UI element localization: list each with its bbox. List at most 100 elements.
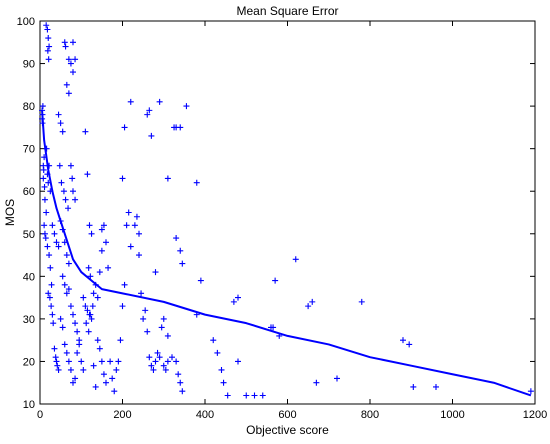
scatter-point <box>164 332 171 339</box>
scatter-point <box>51 345 58 352</box>
scatter-point <box>358 298 365 305</box>
scatter-point <box>55 366 62 373</box>
scatter-point <box>88 230 95 237</box>
scatter-point <box>144 111 151 118</box>
scatter-point <box>45 290 52 297</box>
y-tick-label: 20 <box>23 356 35 368</box>
scatter-point <box>179 260 186 267</box>
scatter-point <box>406 341 413 348</box>
plot-area <box>39 20 536 405</box>
scatter-point <box>148 362 155 369</box>
scatter-point <box>160 362 167 369</box>
scatter-point <box>220 379 227 386</box>
scatter-point <box>84 307 91 314</box>
scatter-points <box>39 22 534 399</box>
scatter-point <box>47 264 54 271</box>
scatter-point <box>131 222 138 229</box>
scatter-point <box>62 43 69 50</box>
scatter-point <box>103 239 109 246</box>
scatter-point <box>127 98 134 105</box>
y-axis-label: MOS <box>3 199 17 226</box>
scatter-point <box>334 375 340 382</box>
scatter-point <box>164 175 171 182</box>
scatter-point <box>43 209 50 216</box>
scatter-point <box>44 243 51 250</box>
x-axis-label: Objective score <box>246 423 329 437</box>
x-tick-label: 0 <box>37 409 43 421</box>
scatter-point <box>52 354 59 361</box>
scatter-point <box>82 303 89 310</box>
scatter-point <box>63 349 70 356</box>
scatter-point <box>65 286 72 293</box>
scatter-point <box>84 171 91 178</box>
fit-line-path <box>41 110 532 397</box>
scatter-point <box>158 324 165 331</box>
scatter-point <box>45 35 52 42</box>
scatter-point <box>152 358 159 365</box>
scatter-point <box>57 315 64 322</box>
scatter-point <box>72 56 79 63</box>
scatter-point <box>251 392 258 399</box>
scatter-point <box>173 235 180 242</box>
scatter-point <box>150 366 157 373</box>
scatter-point <box>173 358 180 365</box>
scatter-point <box>70 379 76 386</box>
scatter-point <box>160 315 167 322</box>
scatter-point <box>125 209 132 216</box>
scatter-point <box>46 294 53 301</box>
scatter-point <box>41 230 48 237</box>
scatter-point <box>107 358 114 365</box>
scatter-point <box>43 22 50 29</box>
y-tick-label: 70 <box>23 144 35 156</box>
scatter-point <box>527 388 534 395</box>
scatter-point <box>162 366 169 373</box>
scatter-point <box>74 349 81 356</box>
scatter-point <box>63 252 70 259</box>
scatter-point <box>76 341 83 348</box>
scatter-point <box>45 56 52 63</box>
scatter-point <box>111 388 118 395</box>
scatter-point <box>56 162 63 169</box>
scatter-point <box>177 379 184 386</box>
scatter-point <box>123 222 130 229</box>
scatter-point <box>164 358 171 365</box>
scatter-point <box>138 290 145 297</box>
scatter-point <box>55 243 62 250</box>
scatter-point <box>243 392 250 399</box>
scatter-point <box>133 213 140 220</box>
scatter-point <box>54 362 61 369</box>
scatter-point <box>61 341 68 348</box>
scatter-point <box>48 303 55 310</box>
scatter-point <box>410 383 417 390</box>
scatter-point <box>117 337 124 344</box>
scatter-point <box>90 362 97 369</box>
scatter-point <box>41 196 48 203</box>
scatter-point <box>50 320 57 327</box>
scatter-point <box>63 290 70 297</box>
scatter-point <box>72 196 79 203</box>
y-tick-label: 50 <box>23 229 35 241</box>
scatter-point <box>177 124 184 131</box>
scatter-point <box>61 39 68 46</box>
scatter-point <box>144 328 151 335</box>
scatter-point <box>193 179 200 186</box>
x-tick-label: 800 <box>361 409 379 421</box>
scatter-point <box>80 366 87 373</box>
scatter-point <box>89 303 96 310</box>
x-tick-label: 400 <box>196 409 214 421</box>
scatter-point <box>183 103 190 110</box>
scatter-point <box>88 315 95 322</box>
scatter-point <box>53 358 60 365</box>
scatter-point <box>41 183 48 190</box>
x-tick-label: 200 <box>113 409 131 421</box>
scatter-point <box>58 179 65 186</box>
scatter-point <box>218 366 225 373</box>
scatter-point <box>70 69 76 76</box>
scatter-point <box>270 324 277 331</box>
scatter-point <box>305 303 312 310</box>
y-tick-label: 100 <box>17 16 35 28</box>
scatter-point <box>127 243 134 250</box>
scatter-point <box>152 269 159 276</box>
scatter-point <box>83 320 90 327</box>
scatter-point <box>69 175 76 182</box>
